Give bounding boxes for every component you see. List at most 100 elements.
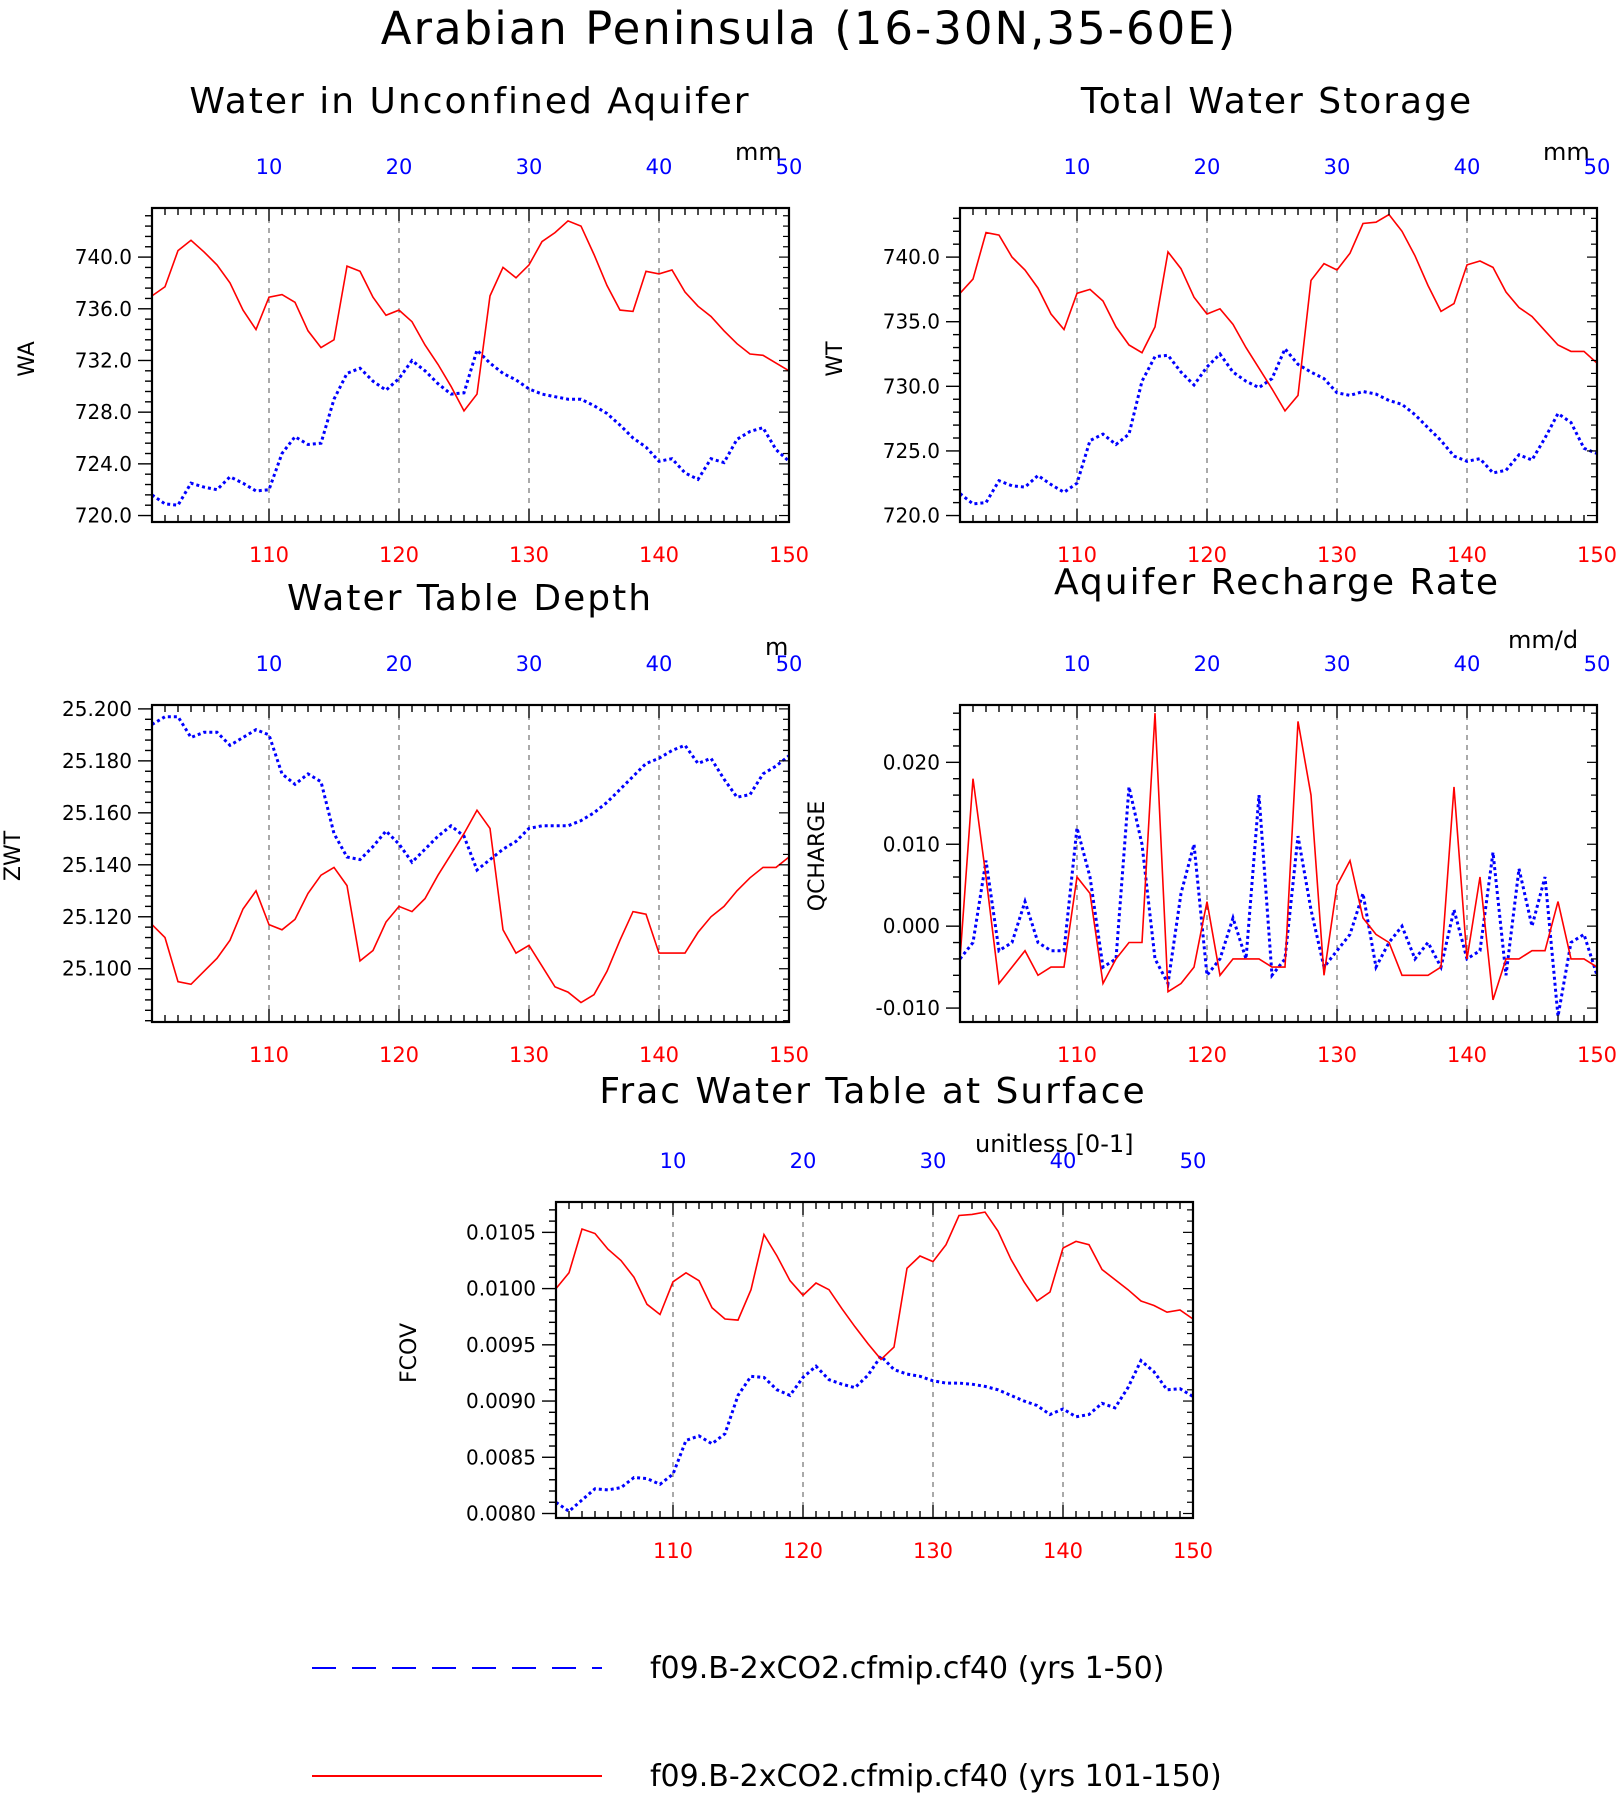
- y-tick-label: 0.020: [883, 750, 940, 774]
- top-tick-label: 30: [516, 652, 543, 676]
- top-tick-label: 20: [1194, 652, 1221, 676]
- figure-title: Arabian Peninsula (16-30N,35-60E): [381, 2, 1237, 55]
- y-tick-label: 0.000: [883, 914, 940, 938]
- y-tick-label: 725.0: [883, 439, 940, 463]
- bottom-tick-label: 140: [639, 1043, 679, 1067]
- y-tick-label: 732.0: [75, 348, 132, 372]
- y-axis-label: WT: [823, 341, 848, 377]
- bottom-tick-label: 150: [1577, 543, 1617, 567]
- y-axis-label: QCHARGE: [805, 801, 830, 912]
- plot-area: 110 120 130 140 150 10 20 30 40 50 25.100 25.120 25.…: [62, 652, 809, 1067]
- bottom-tick-label: 110: [249, 543, 289, 567]
- top-tick-label: 50: [1584, 155, 1611, 179]
- top-tick-label: 40: [646, 652, 673, 676]
- top-tick-label: 10: [256, 155, 283, 179]
- plot-frame: [958, 206, 1599, 524]
- plot-frame: [150, 703, 791, 1024]
- panel-title: Aquifer Recharge Rate: [1054, 562, 1500, 603]
- series-line-yrs-1-50: [959, 345, 1598, 506]
- y-tick-label: 724.0: [75, 452, 132, 476]
- y-tick-label: 736.0: [75, 297, 132, 321]
- top-tick-label: 10: [256, 652, 283, 676]
- bottom-tick-label: 120: [783, 1539, 823, 1563]
- y-tick-label: 25.100: [62, 957, 132, 981]
- top-tick-label: 20: [790, 1149, 817, 1173]
- bottom-tick-label: 130: [1317, 543, 1357, 567]
- plot-area: 110 120 130 140 150 10 20 30 40 50 0.0080 0.0085 0.0…: [466, 1149, 1213, 1563]
- top-tick-label: 50: [1180, 1149, 1207, 1173]
- plot-area: 110 120 130 140 150 10 20 30 40 50 720.0 725.0 730.0…: [883, 155, 1617, 567]
- y-tick-label: 0.0080: [466, 1502, 536, 1526]
- legend: f09.B-2xCO2.cfmip.cf40 (yrs 1-50) f09.B-…: [312, 1651, 1222, 1794]
- top-tick-label: 30: [516, 155, 543, 179]
- y-tick-label: 25.200: [62, 697, 132, 721]
- y-tick-label: 720.0: [883, 504, 940, 528]
- series-line-yrs-101-150: [151, 219, 790, 413]
- top-tick-label: 50: [776, 652, 803, 676]
- legend-label-blue: f09.B-2xCO2.cfmip.cf40 (yrs 1-50): [650, 1651, 1164, 1686]
- units-label: mm: [1543, 138, 1590, 166]
- y-tick-label: 728.0: [75, 400, 132, 424]
- top-tick-label: 40: [646, 155, 673, 179]
- panel-title: Frac Water Table at Surface: [599, 1071, 1146, 1112]
- top-tick-label: 20: [1194, 155, 1221, 179]
- series-line-yrs-101-150: [959, 213, 1598, 413]
- bottom-tick-label: 120: [379, 1043, 419, 1067]
- units-label: unitless [0-1]: [975, 1130, 1134, 1158]
- plot-frame: [554, 1200, 1195, 1520]
- top-tick-label: 20: [386, 652, 413, 676]
- bottom-tick-label: 110: [1057, 543, 1097, 567]
- y-tick-label: 735.0: [883, 310, 940, 334]
- y-axis-label: WA: [15, 341, 40, 377]
- bottom-tick-label: 150: [1577, 1043, 1617, 1067]
- plot-frame: [150, 206, 791, 524]
- bottom-tick-label: 140: [1043, 1539, 1083, 1563]
- y-tick-label: 0.010: [883, 832, 940, 856]
- series-line-yrs-1-50: [151, 715, 790, 873]
- units-label: mm: [735, 138, 782, 166]
- series-line-yrs-1-50: [555, 1353, 1194, 1514]
- y-tick-label: 730.0: [883, 374, 940, 398]
- bottom-tick-label: 130: [509, 1043, 549, 1067]
- bottom-tick-label: 120: [1187, 543, 1227, 567]
- panel-water-table-depth: Water Table Depth m ZWT 110 120 130 140 1501…: [1, 578, 809, 1067]
- bottom-tick-label: 110: [1057, 1043, 1097, 1067]
- top-tick-label: 40: [1050, 1149, 1077, 1173]
- top-tick-label: 40: [1454, 155, 1481, 179]
- y-tick-label: 0.0085: [466, 1445, 536, 1469]
- bottom-tick-label: 140: [1447, 543, 1487, 567]
- panel-title: Water in Unconfined Aquifer: [189, 81, 750, 122]
- plot-area: 110 120 130 140 150 10 20 30 40 50 720.0 724.0 728.0…: [75, 155, 809, 567]
- y-tick-label: 720.0: [75, 504, 132, 528]
- panel-title: Total Water Storage: [1080, 81, 1473, 122]
- bottom-tick-label: 150: [769, 543, 809, 567]
- panel-frac-water-table-at-surface: Frac Water Table at Surface unitless [0-…: [397, 1071, 1213, 1563]
- top-tick-label: 50: [776, 155, 803, 179]
- units-label: mm/d: [1508, 626, 1578, 654]
- y-axis-label: FCOV: [397, 1323, 422, 1383]
- bottom-tick-label: 120: [379, 543, 419, 567]
- units-label: m: [765, 633, 788, 661]
- panel-water-in-unconfined-aquifer: Water in Unconfined Aquifer mm WA 110 120…: [15, 81, 809, 567]
- top-tick-label: 30: [1324, 652, 1351, 676]
- panel-total-water-storage: Total Water Storage mm WT 110 120 130 140 15…: [823, 81, 1617, 567]
- bottom-tick-label: 140: [1447, 1043, 1487, 1067]
- bottom-tick-label: 110: [249, 1043, 289, 1067]
- legend-label-red: f09.B-2xCO2.cfmip.cf40 (yrs 101-150): [650, 1759, 1222, 1794]
- series-line-yrs-101-150: [555, 1211, 1194, 1361]
- y-tick-label: 740.0: [75, 245, 132, 269]
- top-tick-label: 20: [386, 155, 413, 179]
- series-line-yrs-101-150: [959, 713, 1598, 1001]
- bottom-tick-label: 120: [1187, 1043, 1227, 1067]
- top-tick-label: 30: [1324, 155, 1351, 179]
- y-tick-label: -0.010: [876, 996, 940, 1020]
- y-tick-label: 25.140: [62, 853, 132, 877]
- y-tick-label: 0.0105: [466, 1220, 536, 1244]
- bottom-tick-label: 150: [1173, 1539, 1213, 1563]
- y-axis-label: ZWT: [1, 830, 26, 881]
- plot-frame: [958, 703, 1599, 1024]
- bottom-tick-label: 110: [653, 1539, 693, 1563]
- plot-area: 110 120 130 140 150 10 20 30 40 50 -0.010 0.000 0.01…: [876, 652, 1618, 1067]
- y-tick-label: 0.0095: [466, 1333, 536, 1357]
